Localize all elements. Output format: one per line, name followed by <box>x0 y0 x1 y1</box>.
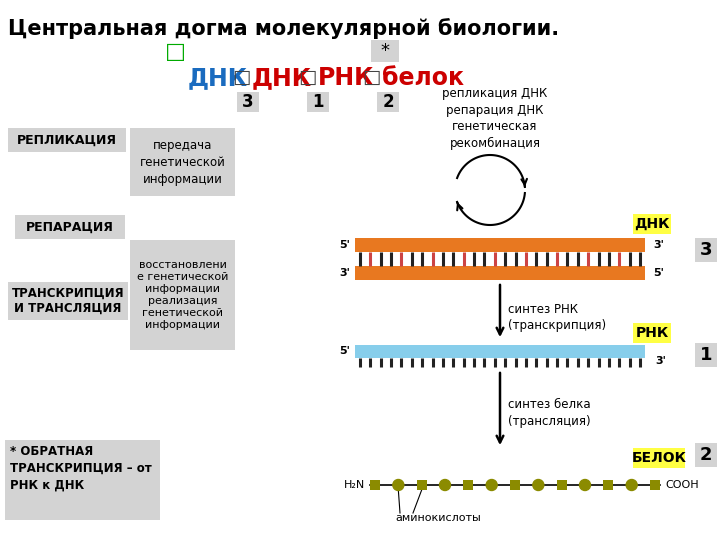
FancyBboxPatch shape <box>355 266 645 280</box>
Text: *: * <box>380 42 390 60</box>
Text: □: □ <box>232 68 251 87</box>
Text: □: □ <box>164 42 186 62</box>
Text: репликация ДНК
репарация ДНК
генетическая
рекомбинация: репликация ДНК репарация ДНК генетическа… <box>442 87 548 150</box>
FancyBboxPatch shape <box>650 480 660 490</box>
FancyBboxPatch shape <box>370 480 380 490</box>
FancyBboxPatch shape <box>307 92 329 112</box>
FancyBboxPatch shape <box>695 238 717 262</box>
FancyBboxPatch shape <box>355 238 645 252</box>
Circle shape <box>580 480 590 490</box>
Text: БЕЛОК: БЕЛОК <box>631 451 686 465</box>
FancyBboxPatch shape <box>464 480 473 490</box>
Text: передача
генетической
информации: передача генетической информации <box>140 138 225 186</box>
Text: ДНК: ДНК <box>188 66 248 90</box>
Text: 3': 3' <box>653 240 664 250</box>
Text: синтез РНК
(транскрипция): синтез РНК (транскрипция) <box>508 303 606 333</box>
FancyBboxPatch shape <box>377 92 399 112</box>
Text: ДНК: ДНК <box>252 66 312 90</box>
Text: белок: белок <box>382 66 464 90</box>
Text: H₂N: H₂N <box>343 480 365 490</box>
Text: 1: 1 <box>700 346 712 364</box>
Text: 5': 5' <box>339 347 350 356</box>
Text: синтез белка
(трансляция): синтез белка (трансляция) <box>508 398 590 428</box>
FancyBboxPatch shape <box>603 480 613 490</box>
Text: 2: 2 <box>382 93 394 111</box>
FancyBboxPatch shape <box>130 128 235 196</box>
Text: 3': 3' <box>339 268 350 278</box>
FancyBboxPatch shape <box>8 128 126 152</box>
FancyBboxPatch shape <box>8 282 128 320</box>
FancyBboxPatch shape <box>417 480 427 490</box>
FancyBboxPatch shape <box>355 345 645 358</box>
Text: □: □ <box>298 68 316 87</box>
FancyBboxPatch shape <box>130 240 235 350</box>
Text: РНК: РНК <box>318 66 374 90</box>
FancyBboxPatch shape <box>633 448 685 468</box>
Text: COOH: COOH <box>665 480 698 490</box>
Text: РНК: РНК <box>635 326 669 340</box>
Text: * ОБРАТНАЯ
ТРАНСКРИПЦИЯ – от
РНК к ДНК: * ОБРАТНАЯ ТРАНСКРИПЦИЯ – от РНК к ДНК <box>10 445 152 492</box>
Circle shape <box>533 480 544 490</box>
Circle shape <box>393 480 404 490</box>
FancyBboxPatch shape <box>695 443 717 467</box>
Text: 5': 5' <box>339 240 350 250</box>
Text: ТРАНСКРИПЦИЯ
И ТРАНСЛЯЦИЯ: ТРАНСКРИПЦИЯ И ТРАНСЛЯЦИЯ <box>12 287 125 315</box>
Text: 3: 3 <box>700 241 712 259</box>
Text: 2: 2 <box>700 446 712 464</box>
FancyBboxPatch shape <box>633 323 671 343</box>
Text: РЕПЛИКАЦИЯ: РЕПЛИКАЦИЯ <box>17 133 117 146</box>
Text: восстановлени
е генетической
информации
реализация
генетической
информации: восстановлени е генетической информации … <box>137 260 228 330</box>
Text: 5': 5' <box>653 268 664 278</box>
Circle shape <box>439 480 451 490</box>
FancyBboxPatch shape <box>371 40 399 62</box>
Text: 3': 3' <box>655 356 666 367</box>
FancyBboxPatch shape <box>5 440 160 520</box>
Text: □: □ <box>362 68 380 87</box>
FancyBboxPatch shape <box>510 480 520 490</box>
Text: Центральная догма молекулярной биологии.: Центральная догма молекулярной биологии. <box>8 18 559 39</box>
Text: ДНК: ДНК <box>634 217 670 231</box>
FancyBboxPatch shape <box>633 214 671 234</box>
Text: аминокислоты: аминокислоты <box>395 513 481 523</box>
Circle shape <box>486 480 498 490</box>
FancyBboxPatch shape <box>557 480 567 490</box>
FancyBboxPatch shape <box>237 92 259 112</box>
Text: РЕПАРАЦИЯ: РЕПАРАЦИЯ <box>26 220 114 233</box>
FancyBboxPatch shape <box>15 215 125 239</box>
Text: 3: 3 <box>242 93 254 111</box>
FancyBboxPatch shape <box>695 343 717 367</box>
Circle shape <box>626 480 637 490</box>
Text: 1: 1 <box>312 93 324 111</box>
